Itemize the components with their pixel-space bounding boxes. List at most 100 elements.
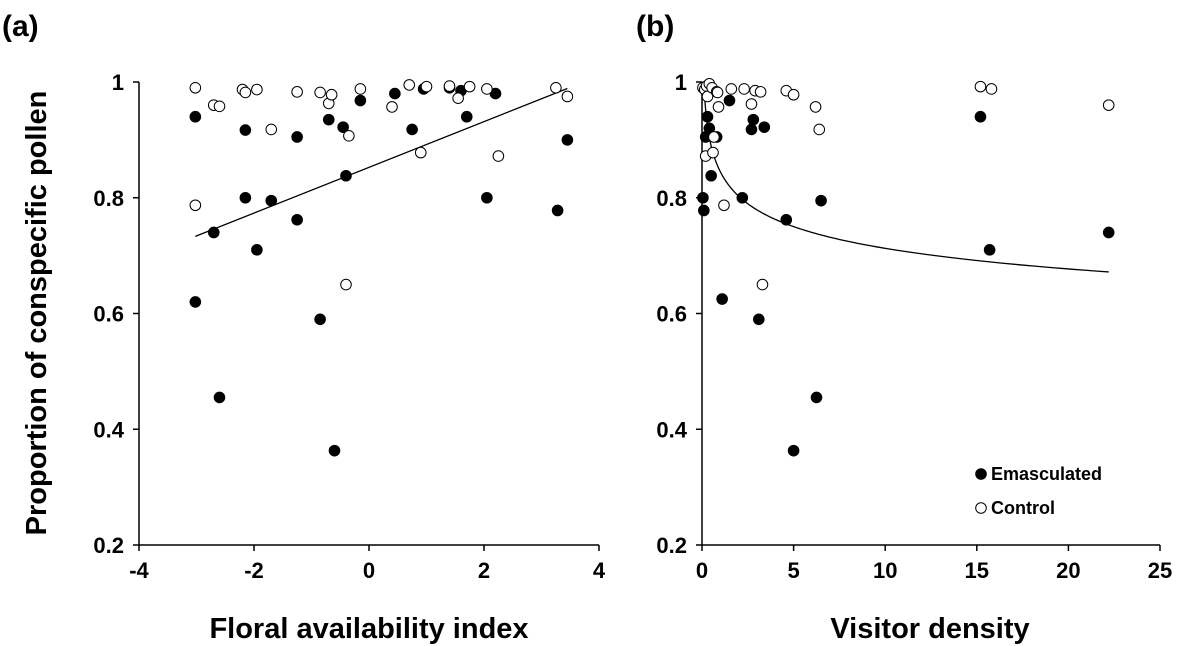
point-emasculated-b [815, 194, 827, 207]
point-control-b [809, 101, 822, 113]
point-control-b [718, 199, 730, 212]
point-control-b [711, 86, 724, 99]
panel-label-b: (b) [636, 10, 674, 43]
legend-marker-control [975, 502, 987, 514]
point-emasculated-b [780, 213, 793, 226]
point-emasculated-b [758, 121, 771, 133]
fit-line-b [702, 81, 1109, 273]
point-control-a [561, 90, 574, 103]
x-tick-label-b: 0 [696, 558, 708, 583]
point-emasculated-a [328, 444, 341, 457]
point-control-a [340, 278, 352, 291]
point-control-a [452, 92, 464, 105]
point-control-a [481, 83, 493, 95]
point-emasculated-b [747, 113, 760, 126]
x-tick-label-b: 5 [787, 558, 799, 583]
point-emasculated-b [697, 191, 709, 204]
y-tick-label-a: 0.4 [93, 417, 124, 442]
point-control-a [403, 79, 416, 91]
point-emasculated-b [698, 204, 710, 217]
y-tick-label-b: 0.2 [656, 533, 687, 558]
point-emasculated-a [354, 94, 367, 107]
point-emasculated-b [974, 110, 987, 123]
point-emasculated-a [239, 124, 252, 136]
point-control-b [707, 146, 719, 159]
legend-marker-emasculated [975, 468, 987, 480]
point-emasculated-a [207, 226, 220, 239]
legend-label-emasculated: Emasculated [991, 464, 1102, 484]
point-emasculated-b [752, 313, 765, 326]
point-emasculated-b [701, 110, 714, 123]
point-control-b [813, 123, 826, 136]
point-emasculated-a [551, 204, 564, 217]
point-control-a [251, 83, 263, 96]
point-control-b [712, 101, 725, 113]
point-emasculated-a [561, 134, 574, 146]
point-control-b [756, 278, 769, 291]
point-emasculated-a [389, 87, 401, 100]
point-control-a [314, 86, 326, 99]
point-emasculated-a [265, 194, 278, 207]
point-emasculated-b [810, 391, 823, 404]
point-emasculated-a [337, 121, 349, 133]
point-emasculated-a [291, 131, 303, 143]
point-emasculated-a [189, 296, 202, 308]
point-control-b [1102, 99, 1115, 111]
point-emasculated-b [723, 94, 736, 107]
y-tick-label-b: 1 [675, 70, 687, 95]
point-control-b [708, 131, 720, 143]
x-tick-label-a: -2 [244, 558, 264, 583]
y-tick-label-a: 0.2 [93, 533, 124, 558]
point-control-a [343, 130, 355, 142]
point-emasculated-a [213, 391, 226, 404]
point-emasculated-a [314, 313, 326, 326]
point-control-a [354, 83, 367, 95]
legend-label-control: Control [991, 498, 1055, 518]
point-control-a [420, 80, 433, 93]
point-emasculated-a [481, 191, 493, 204]
y-tick-label-a: 0.6 [93, 302, 124, 327]
y-tick-label-b: 0.6 [656, 302, 687, 327]
y-axis-title-a: Proportion of conspecific pollen [21, 91, 53, 536]
point-control-a [463, 80, 476, 93]
x-axis-title-a: Floral availability index [209, 613, 528, 645]
y-tick-label-b: 0.4 [656, 417, 687, 442]
point-control-b [745, 98, 758, 110]
legend: Emasculated Control [975, 464, 1102, 518]
point-emasculated-b [736, 191, 749, 204]
x-tick-label-a: 2 [478, 558, 490, 583]
point-control-b [974, 80, 987, 93]
point-control-b [985, 83, 998, 95]
y-tick-label-a: 1 [112, 70, 124, 95]
point-emasculated-b [1102, 226, 1115, 239]
point-emasculated-a [291, 213, 303, 226]
x-tick-label-b: 10 [873, 558, 897, 583]
x-tick-label-b: 15 [965, 558, 989, 583]
scatter-panel-a: 0.2 0.4 0.6 0.8 1 -4 -2 0 2 4 [93, 70, 605, 583]
x-tick-label-b: 25 [1148, 558, 1172, 583]
point-control-b [754, 86, 767, 98]
point-control-a [386, 101, 398, 113]
point-control-a [239, 86, 252, 99]
point-emasculated-a [251, 244, 263, 256]
point-emasculated-b [705, 169, 717, 182]
point-control-a [291, 86, 303, 98]
point-emasculated-b [787, 444, 800, 457]
point-emasculated-a [239, 191, 252, 204]
x-tick-label-a: -4 [129, 558, 149, 583]
x-tick-label-b: 20 [1056, 558, 1080, 583]
point-control-a [189, 81, 202, 94]
y-tick-label-b: 0.8 [656, 186, 687, 211]
x-tick-label-a: 0 [363, 558, 375, 583]
point-emasculated-a [406, 123, 418, 136]
point-control-a [414, 146, 427, 159]
point-emasculated-a [460, 110, 473, 123]
point-control-a [443, 80, 456, 92]
point-control-b [787, 88, 800, 101]
point-control-b [725, 83, 738, 95]
point-control-a [213, 100, 226, 113]
point-emasculated-a [322, 113, 335, 126]
point-emasculated-b [716, 293, 728, 305]
y-tick-label-a: 0.8 [93, 186, 124, 211]
